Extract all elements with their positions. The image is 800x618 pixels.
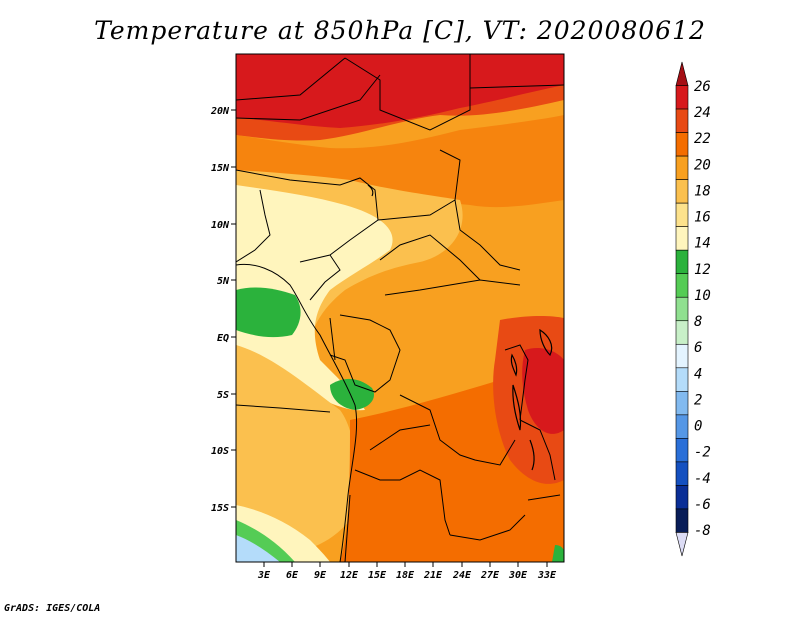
colorbar-swatch (675, 179, 689, 204)
lon-label-9e: 9E (314, 570, 327, 581)
colorbar-swatch (675, 249, 689, 275)
colorbar-label: 6 (694, 340, 702, 356)
lon-label-15e: 15E (368, 570, 387, 581)
colorbar-label: 8 (694, 314, 702, 330)
lat-label-15s: 15S (211, 503, 229, 514)
colorbar-swatch (675, 414, 689, 439)
colorbar-swatch (675, 85, 689, 110)
lon-label-24e: 24E (452, 570, 472, 581)
field-cool-west (236, 185, 393, 411)
lon-label-12e: 12E (340, 570, 359, 581)
colorbar-swatch (675, 461, 689, 486)
colorbar-label: 14 (694, 236, 711, 252)
colorbar-label: -8 (694, 523, 711, 539)
colorbar-swatch (675, 132, 689, 157)
colorbar-swatch (675, 343, 689, 369)
lat-label-5n: 5N (217, 276, 230, 287)
colorbar-swatch (675, 202, 689, 227)
lat-label-eq: EQ (217, 333, 229, 344)
colorbar-swatch (675, 391, 689, 416)
lake-outlines (367, 184, 553, 471)
colorbar-label: -6 (694, 497, 711, 513)
colorbar-label: 12 (694, 262, 711, 278)
colorbar-label: 2 (694, 392, 702, 408)
lon-label-30e: 30E (508, 570, 528, 581)
lat-label-10n: 10N (211, 220, 230, 231)
colorbar-arrow-bottom (675, 532, 689, 557)
lon-label-33e: 33E (537, 570, 557, 581)
lon-label-21e: 21E (423, 570, 443, 581)
colorbar-swatch (675, 226, 689, 251)
lon-label-6e: 6E (286, 570, 299, 581)
colorbar-swatch (675, 485, 689, 510)
colorbar-swatch (675, 155, 689, 180)
colorbar-label: -2 (694, 445, 711, 461)
longitude-axis: 3E 6E 9E 12E 15E 18E 21E 24E 27E 30E 33E (257, 562, 557, 581)
grads-credit: GrADS: IGES/COLA (4, 603, 101, 614)
lon-label-18e: 18E (396, 570, 415, 581)
field-blue-southwest (236, 535, 280, 562)
field-mild-southwest (236, 345, 356, 555)
colorbar-label: 18 (694, 183, 711, 199)
lat-label-10s: 10S (211, 446, 229, 457)
temperature-field (236, 54, 564, 562)
coastline (236, 263, 358, 562)
country-borders (236, 54, 564, 562)
colorbar-label: 20 (694, 157, 711, 173)
colorbar-label: 10 (694, 288, 711, 304)
field-green-southeast (552, 545, 564, 562)
colorbar-label: 26 (694, 79, 711, 95)
field-hottest-east (522, 348, 564, 434)
colorbar-arrow-top (675, 61, 689, 86)
colorbar-label: 4 (694, 366, 702, 382)
field-very-hot-north (236, 54, 564, 128)
lat-label-15n: 15N (211, 163, 230, 174)
lat-label-20n: 20N (210, 106, 230, 117)
colorbar-swatch (675, 273, 689, 298)
lat-label-5s: 5S (217, 390, 229, 401)
colorbar-swatch (675, 508, 689, 533)
colorbar-label: -4 (694, 471, 711, 487)
map-frame (235, 53, 565, 563)
field-green-coast (236, 287, 301, 338)
colorbar-label: 16 (694, 210, 711, 226)
colorbar-swatch (675, 296, 689, 322)
lon-label-27e: 27E (480, 570, 500, 581)
colorbar-swatch (675, 108, 689, 133)
field-green-congo (330, 378, 375, 410)
colorbar-swatch (675, 367, 689, 392)
chart-title: Temperature at 850hPa [C], VT: 202008061… (94, 16, 706, 45)
lon-label-3e: 3E (257, 570, 271, 581)
colorbar-label: 24 (694, 105, 711, 121)
colorbar-swatch (675, 438, 689, 463)
colorbar-swatch (675, 320, 689, 345)
colorbar-label: 0 (694, 419, 702, 435)
latitude-axis: 20N 15N 10N 5N EQ 5S 10S 15S (210, 106, 236, 514)
colorbar-label: 22 (694, 131, 711, 147)
